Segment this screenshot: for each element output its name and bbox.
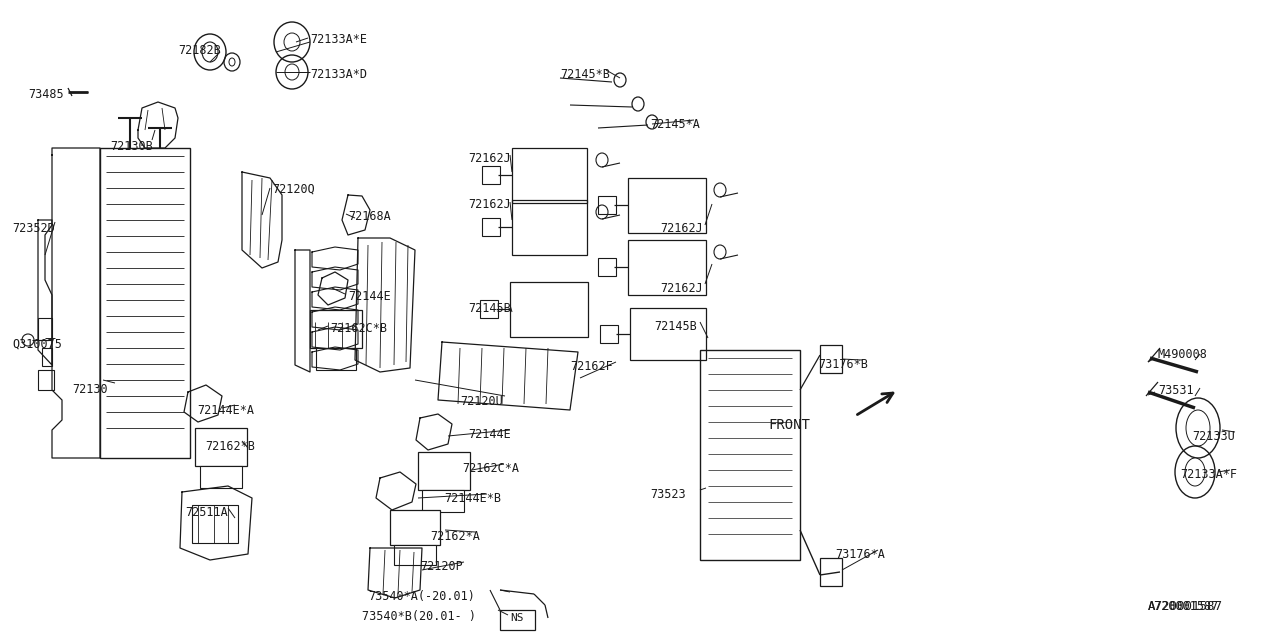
Text: 72133U: 72133U [1192, 430, 1235, 443]
Bar [598, 196, 616, 214]
Bar [628, 240, 707, 295]
Text: 73523: 73523 [650, 488, 686, 501]
Text: 73176*B: 73176*B [818, 358, 868, 371]
Bar [700, 350, 800, 560]
Bar [600, 325, 618, 343]
Text: A720001587: A720001587 [1148, 600, 1220, 613]
Bar [195, 428, 247, 466]
Text: 72162F: 72162F [570, 360, 613, 373]
Bar [42, 348, 52, 366]
Text: 73531: 73531 [1158, 384, 1194, 397]
Bar [628, 178, 707, 233]
Bar [500, 610, 535, 630]
Ellipse shape [1185, 458, 1204, 486]
Bar [394, 545, 436, 565]
Text: 72162C*A: 72162C*A [462, 462, 518, 475]
Text: FRONT: FRONT [768, 418, 810, 432]
Text: 72162C*B: 72162C*B [330, 322, 387, 335]
Text: 73540*B(20.01- ): 73540*B(20.01- ) [362, 610, 476, 623]
Ellipse shape [1187, 410, 1210, 446]
Text: 72352D: 72352D [12, 222, 55, 235]
Ellipse shape [284, 33, 300, 51]
Text: 72120P: 72120P [420, 560, 463, 573]
Bar [480, 300, 498, 318]
Bar [200, 466, 242, 488]
Text: 72162J: 72162J [660, 282, 703, 295]
Text: NS: NS [511, 613, 524, 623]
Bar [512, 200, 588, 255]
Text: 73176*A: 73176*A [835, 548, 884, 561]
Bar [483, 166, 500, 184]
Bar [820, 345, 842, 373]
Ellipse shape [202, 42, 218, 62]
Bar [820, 558, 842, 586]
Text: M490008: M490008 [1158, 348, 1208, 361]
Bar [38, 370, 54, 390]
Text: 72145*B: 72145*B [561, 68, 609, 81]
Bar [630, 308, 707, 360]
Ellipse shape [229, 58, 236, 66]
Text: 72162*A: 72162*A [430, 530, 480, 543]
Bar [316, 348, 356, 370]
Bar [422, 490, 465, 512]
Text: 72168A: 72168A [348, 210, 390, 223]
Ellipse shape [285, 64, 300, 80]
Text: 72162J: 72162J [468, 152, 511, 165]
Text: 72182B: 72182B [178, 44, 220, 57]
Bar [419, 452, 470, 490]
Text: 72130B: 72130B [110, 140, 152, 153]
Text: 72162*B: 72162*B [205, 440, 255, 453]
Text: 72145B: 72145B [468, 302, 511, 315]
Bar [100, 148, 189, 458]
Text: Q310075: Q310075 [12, 338, 61, 351]
Text: 72144E*B: 72144E*B [444, 492, 500, 505]
Text: 72120Q: 72120Q [273, 183, 315, 196]
Bar [38, 318, 52, 340]
Text: 73540*A(-20.01): 73540*A(-20.01) [369, 590, 475, 603]
Bar [512, 148, 588, 203]
Text: 72162J: 72162J [468, 198, 511, 211]
Text: 72145B: 72145B [654, 320, 696, 333]
Bar [310, 310, 362, 348]
Bar [390, 510, 440, 545]
Text: 72144E: 72144E [468, 428, 511, 441]
Text: 72145*A: 72145*A [650, 118, 700, 131]
Text: 72120U: 72120U [460, 395, 503, 408]
Bar [483, 218, 500, 236]
Text: A720001587: A720001587 [1148, 600, 1222, 613]
Text: 72130: 72130 [72, 383, 108, 396]
Text: 72162J: 72162J [660, 222, 703, 235]
Text: 72133A*E: 72133A*E [310, 33, 367, 46]
Text: 72144E*A: 72144E*A [197, 404, 253, 417]
Bar [598, 258, 616, 276]
Bar [192, 505, 238, 543]
Text: 72144E: 72144E [348, 290, 390, 303]
Text: 72133A*F: 72133A*F [1180, 468, 1236, 481]
Text: 72511A: 72511A [186, 506, 228, 519]
Text: 72133A*D: 72133A*D [310, 68, 367, 81]
Text: 73485: 73485 [28, 88, 64, 101]
Bar [509, 282, 588, 337]
